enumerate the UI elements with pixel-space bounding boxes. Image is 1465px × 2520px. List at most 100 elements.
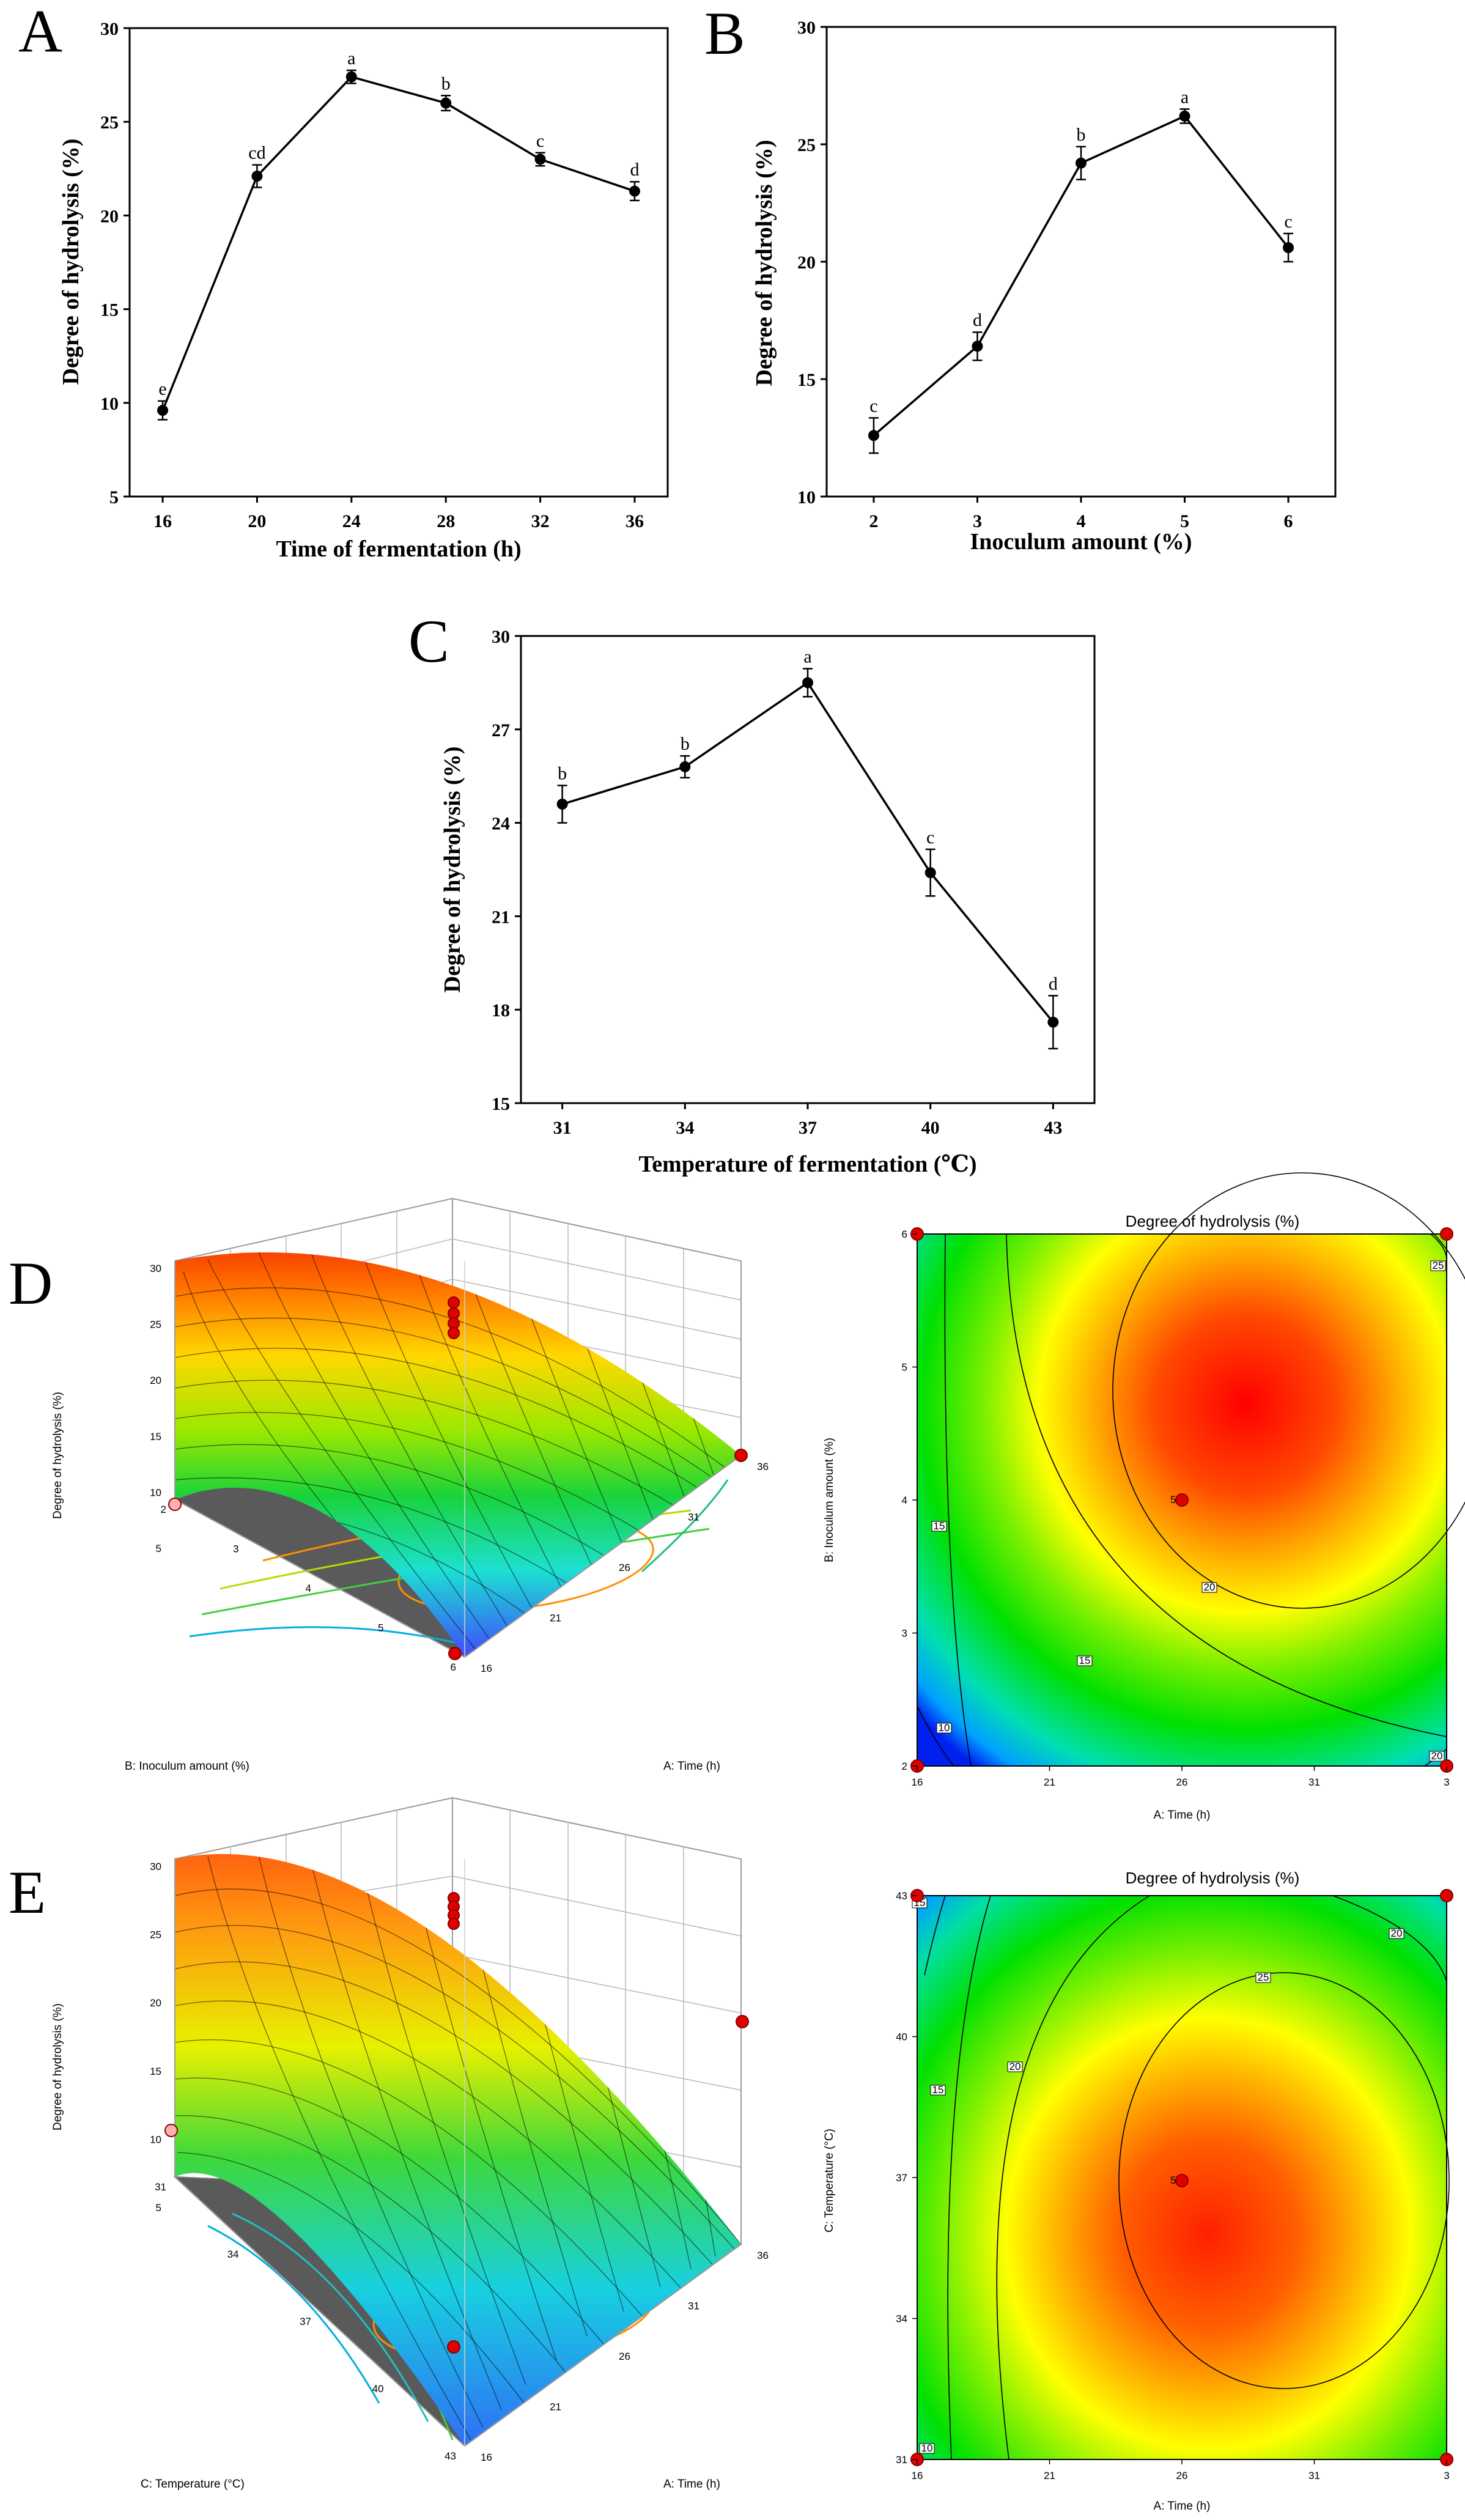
- significance-label: b: [441, 73, 451, 94]
- x-tick-label: 34: [676, 1118, 694, 1138]
- x-axis-label: A: Time (h): [663, 1760, 720, 1773]
- design-points: [164, 1892, 749, 2354]
- y-tick-label: 15: [100, 300, 119, 320]
- significance-label: d: [1049, 974, 1058, 994]
- contour-label-box: [1255, 1972, 1271, 1983]
- z-tick-label: 25: [150, 1319, 161, 1331]
- axis-ticks: 10 15 20 25 30 2 3 4 5 6: [797, 18, 1293, 531]
- design-point: [448, 1296, 460, 1309]
- y-axis-ticks: 2 3 4 5 6: [902, 1229, 917, 1772]
- plot-frame: [128, 27, 669, 498]
- z-axis-ticks: 5 10 15 20 25 30: [150, 1861, 161, 2214]
- x-tick-label: 21: [550, 1613, 561, 1624]
- x-tick-label: 24: [342, 511, 361, 531]
- x-tick-label: 31: [1308, 1776, 1320, 1788]
- contour-label: 25: [1433, 1260, 1444, 1271]
- x-tick-label: 26: [619, 2351, 630, 2362]
- contour-label-box: [1430, 1260, 1446, 1271]
- center-point: [1175, 1493, 1189, 1507]
- x-axis-label: A: Time (h): [1154, 2500, 1211, 2513]
- x-axis-ticks: 16 21 26 31 3: [912, 2459, 1450, 2481]
- significance-label: b: [558, 763, 567, 783]
- design-point: [447, 2340, 460, 2354]
- surface-plot-d: Degree of hydrolysis (%) B: Inoculum amo…: [51, 1197, 769, 1773]
- data-point: [251, 171, 263, 182]
- z-tick-label: 30: [150, 1263, 161, 1274]
- y-tick-label: 3: [233, 1543, 238, 1555]
- z-tick-label: 15: [150, 1431, 161, 1443]
- x-tick-label: 21: [1044, 2470, 1055, 2481]
- y-tick-label: 25: [100, 113, 119, 133]
- x-axis-label: Time of fermentation (h): [276, 536, 521, 562]
- y-axis-label: Degree of hydrolysis (%): [58, 139, 84, 385]
- data-point: [556, 799, 568, 810]
- line-chart-a: Degree of hydrolysis (%) Time of ferment…: [58, 19, 669, 562]
- x-axis-label: Inoculum amount (%): [970, 529, 1192, 555]
- y-axis-ticks: 31 34 37 40 43: [896, 1890, 917, 2466]
- y-tick-label: 43: [896, 1890, 907, 1902]
- z-tick-label: 25: [150, 1929, 161, 1941]
- data-point: [972, 341, 983, 352]
- y-tick-label: 27: [492, 720, 510, 741]
- x-axis-ticks: 16 21 26 31 3: [912, 1766, 1450, 1788]
- z-axis-ticks: 5 10 15 20 25 30: [150, 1263, 161, 1554]
- data-point: [924, 867, 936, 879]
- y-axis-ticks: 2 3 4 5 6: [161, 1504, 456, 1673]
- x-tick-label: 31: [1308, 2470, 1320, 2481]
- contour-label: 10: [939, 1722, 950, 1734]
- y-tick-label: 6: [451, 1661, 456, 1673]
- significance-label: cd: [248, 143, 265, 163]
- y-tick-label: 5: [378, 1622, 383, 1634]
- y-axis-label: C: Temperature (°C): [823, 2129, 836, 2233]
- chart-title: Degree of hydrolysis (%): [1126, 1212, 1300, 1230]
- y-tick-label: 34: [896, 2313, 907, 2325]
- contour-label: 15: [934, 1520, 945, 1532]
- data-point: [1283, 242, 1294, 253]
- y-tick-label: 18: [492, 1000, 510, 1021]
- contour-lines: [917, 1172, 1465, 1767]
- data-point: [1047, 1016, 1059, 1028]
- z-axis-label: Degree of hydrolysis (%): [51, 1392, 64, 1519]
- contour-label-box: [1389, 1928, 1404, 1939]
- z-tick-label: 30: [150, 1861, 161, 1872]
- x-tick-label: 3: [973, 511, 982, 531]
- x-tick-label: 21: [1044, 1776, 1055, 1788]
- x-tick-label: 31: [553, 1118, 572, 1138]
- x-tick-label: 2: [869, 511, 878, 531]
- z-tick-label: 5: [156, 1543, 161, 1554]
- design-point: [736, 2015, 749, 2028]
- contour-label-box: [930, 2085, 946, 2096]
- significance-label: d: [973, 310, 982, 330]
- y-tick-label: 10: [100, 394, 119, 414]
- y-tick-label: 3: [902, 1628, 907, 1639]
- data-point: [629, 185, 640, 197]
- contour-label-box: [1201, 1582, 1217, 1593]
- y-tick-label: 34: [227, 2248, 239, 2260]
- line-chart-c: Degree of hydrolysis (%) Temperature of …: [440, 627, 1096, 1177]
- contour-label: 20: [1431, 1750, 1443, 1762]
- y-tick-label: 6: [902, 1229, 907, 1240]
- x-axis-label: Temperature of fermentation (℃): [638, 1151, 976, 1177]
- y-tick-label: 30: [492, 627, 510, 647]
- x-tick-label: 26: [1176, 1776, 1188, 1788]
- data-point: [1076, 157, 1087, 169]
- y-tick-label: 43: [445, 2450, 456, 2462]
- z-tick-label: 10: [150, 1487, 161, 1498]
- contour-labels: 25 20 15 10 15 20: [931, 1260, 1446, 1762]
- design-point: [734, 1449, 748, 1462]
- y-tick-label: 4: [306, 1583, 311, 1594]
- y-axis-ticks: 31 34 37 40 43: [155, 2181, 456, 2462]
- significance-label: e: [158, 379, 166, 399]
- y-tick-label: 4: [902, 1495, 907, 1506]
- contour-label-box: [936, 1723, 952, 1734]
- x-tick-label: 16: [481, 1663, 492, 1674]
- x-tick-label: 28: [437, 511, 455, 531]
- plot-frame: [825, 26, 1337, 498]
- series-marks: b b a c d: [556, 646, 1059, 1050]
- center-point: [1175, 2174, 1189, 2187]
- data-point: [440, 97, 452, 109]
- y-tick-label: 37: [896, 2172, 907, 2184]
